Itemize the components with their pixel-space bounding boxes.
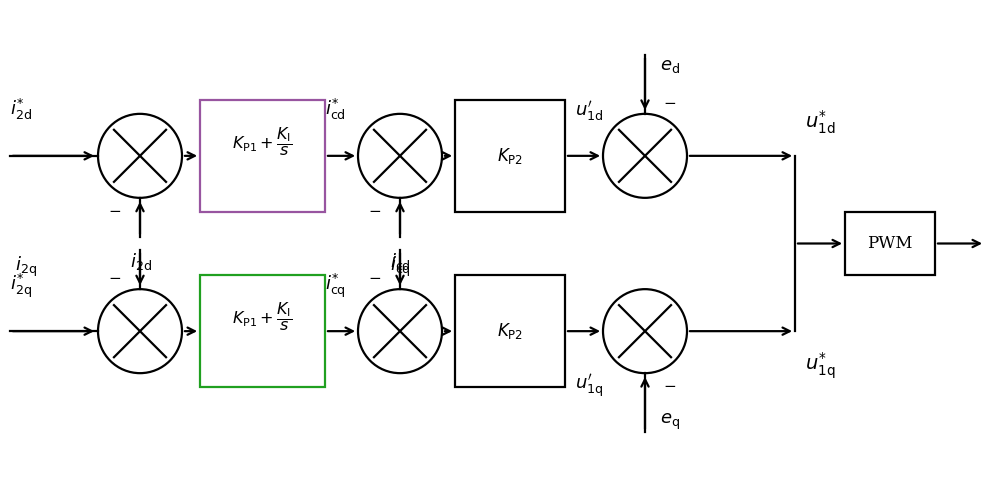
Text: $u_{\mathrm{1d}}^{*}$: $u_{\mathrm{1d}}^{*}$ (805, 109, 835, 136)
Text: $u_{\mathrm{1q}}^{*}$: $u_{\mathrm{1q}}^{*}$ (805, 351, 835, 381)
Text: $i_{\mathrm{2q}}$: $i_{\mathrm{2q}}$ (15, 255, 37, 280)
FancyBboxPatch shape (200, 100, 325, 212)
Text: $-$: $-$ (108, 203, 122, 217)
Text: PWM: PWM (867, 235, 913, 252)
Text: $e_{\mathrm{d}}$: $e_{\mathrm{d}}$ (660, 57, 680, 75)
Text: $K_{\mathrm{P2}}$: $K_{\mathrm{P2}}$ (497, 321, 523, 341)
Text: $i_{\mathrm{cq}}^{*}$: $i_{\mathrm{cq}}^{*}$ (325, 271, 346, 300)
Text: $e_{\mathrm{q}}$: $e_{\mathrm{q}}$ (660, 412, 680, 432)
Text: $i_{\mathrm{2d}}$: $i_{\mathrm{2d}}$ (130, 251, 152, 272)
Text: $i_{\mathrm{2d}}^{*}$: $i_{\mathrm{2d}}^{*}$ (10, 96, 32, 122)
Text: $u_{\mathrm{1d}}^{\prime}$: $u_{\mathrm{1d}}^{\prime}$ (575, 100, 603, 124)
FancyBboxPatch shape (455, 100, 565, 212)
Text: $i_{\mathrm{cd}}$: $i_{\mathrm{cd}}$ (390, 251, 411, 272)
FancyBboxPatch shape (200, 275, 325, 387)
Text: $i_{\mathrm{cq}}$: $i_{\mathrm{cq}}$ (390, 255, 411, 280)
FancyBboxPatch shape (845, 212, 935, 275)
FancyBboxPatch shape (455, 275, 565, 387)
Text: $K_{\mathrm{P1}}+\dfrac{K_{\mathrm{I}}}{s}$: $K_{\mathrm{P1}}+\dfrac{K_{\mathrm{I}}}{… (232, 125, 293, 158)
Text: $-$: $-$ (108, 270, 122, 284)
Text: $K_{\mathrm{P1}}+\dfrac{K_{\mathrm{I}}}{s}$: $K_{\mathrm{P1}}+\dfrac{K_{\mathrm{I}}}{… (232, 300, 293, 333)
Text: $i_{\mathrm{2q}}^{*}$: $i_{\mathrm{2q}}^{*}$ (10, 271, 32, 300)
Text: $-$: $-$ (663, 95, 676, 109)
Text: $-$: $-$ (368, 270, 382, 284)
Text: $u_{\mathrm{1q}}^{\prime}$: $u_{\mathrm{1q}}^{\prime}$ (575, 373, 603, 400)
Text: $i_{\mathrm{cd}}^{*}$: $i_{\mathrm{cd}}^{*}$ (325, 96, 346, 122)
Text: $-$: $-$ (368, 203, 382, 217)
Text: $-$: $-$ (663, 378, 676, 392)
Text: $K_{\mathrm{P2}}$: $K_{\mathrm{P2}}$ (497, 146, 523, 166)
